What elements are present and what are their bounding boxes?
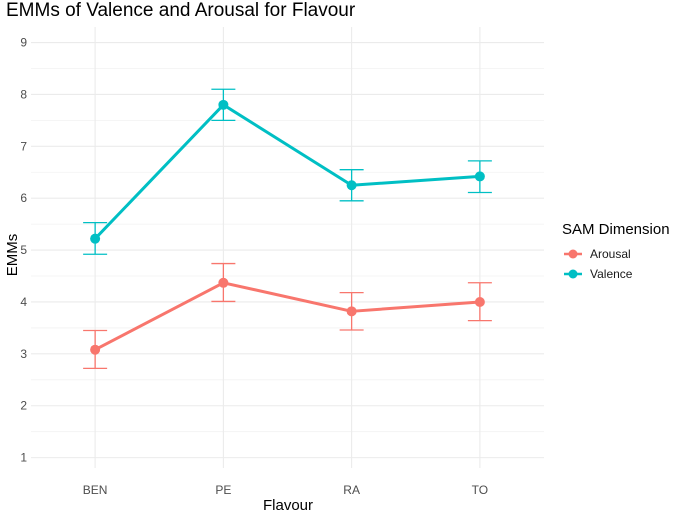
legend-item-valence: Valence [564, 267, 633, 281]
y-tick-label: 7 [20, 139, 27, 153]
arousal-point [90, 344, 101, 355]
y-tick-label: 9 [20, 36, 27, 50]
legend-label: Arousal [590, 247, 631, 261]
x-tick-label: BEN [83, 483, 108, 497]
grid [31, 27, 544, 468]
x-tick-label: TO [472, 483, 488, 497]
arousal-point [218, 277, 229, 288]
arousal-point [346, 306, 357, 317]
legend-swatch-point [568, 269, 578, 279]
x-axis-ticks: BEN PE RA TO [83, 483, 488, 497]
y-tick-label: 1 [20, 451, 27, 465]
x-tick-label: PE [215, 483, 231, 497]
valence-point [218, 99, 229, 110]
y-tick-label: 2 [20, 399, 27, 413]
arousal-point [474, 296, 485, 307]
x-tick-label: RA [343, 483, 360, 497]
series-valence [83, 88, 492, 255]
legend-item-arousal: Arousal [564, 247, 631, 261]
valence-point [90, 233, 101, 244]
legend-items: Arousal Valence [564, 247, 633, 281]
y-tick-label: 3 [20, 347, 27, 361]
chart-title: EMMs of Valence and Arousal for Flavour [6, 0, 356, 21]
valence-point [346, 180, 357, 191]
valence-point [474, 171, 485, 182]
legend-swatch-point [568, 249, 578, 259]
y-tick-label: 6 [20, 191, 27, 205]
series-layer [83, 88, 492, 370]
series-arousal [83, 262, 492, 370]
y-tick-label: 5 [20, 243, 27, 257]
y-axis-ticks: 1 2 3 4 5 6 7 8 9 [20, 36, 27, 465]
y-tick-label: 4 [20, 295, 27, 309]
arousal-line [93, 281, 482, 352]
x-axis-label: Flavour [263, 497, 313, 513]
legend: SAM Dimension Arousal Valence [562, 221, 670, 281]
y-tick-label: 8 [20, 87, 27, 101]
legend-title: SAM Dimension [562, 221, 670, 238]
valence-line [93, 103, 482, 241]
legend-label: Valence [590, 267, 633, 281]
y-axis-label: EMMs [4, 234, 21, 277]
